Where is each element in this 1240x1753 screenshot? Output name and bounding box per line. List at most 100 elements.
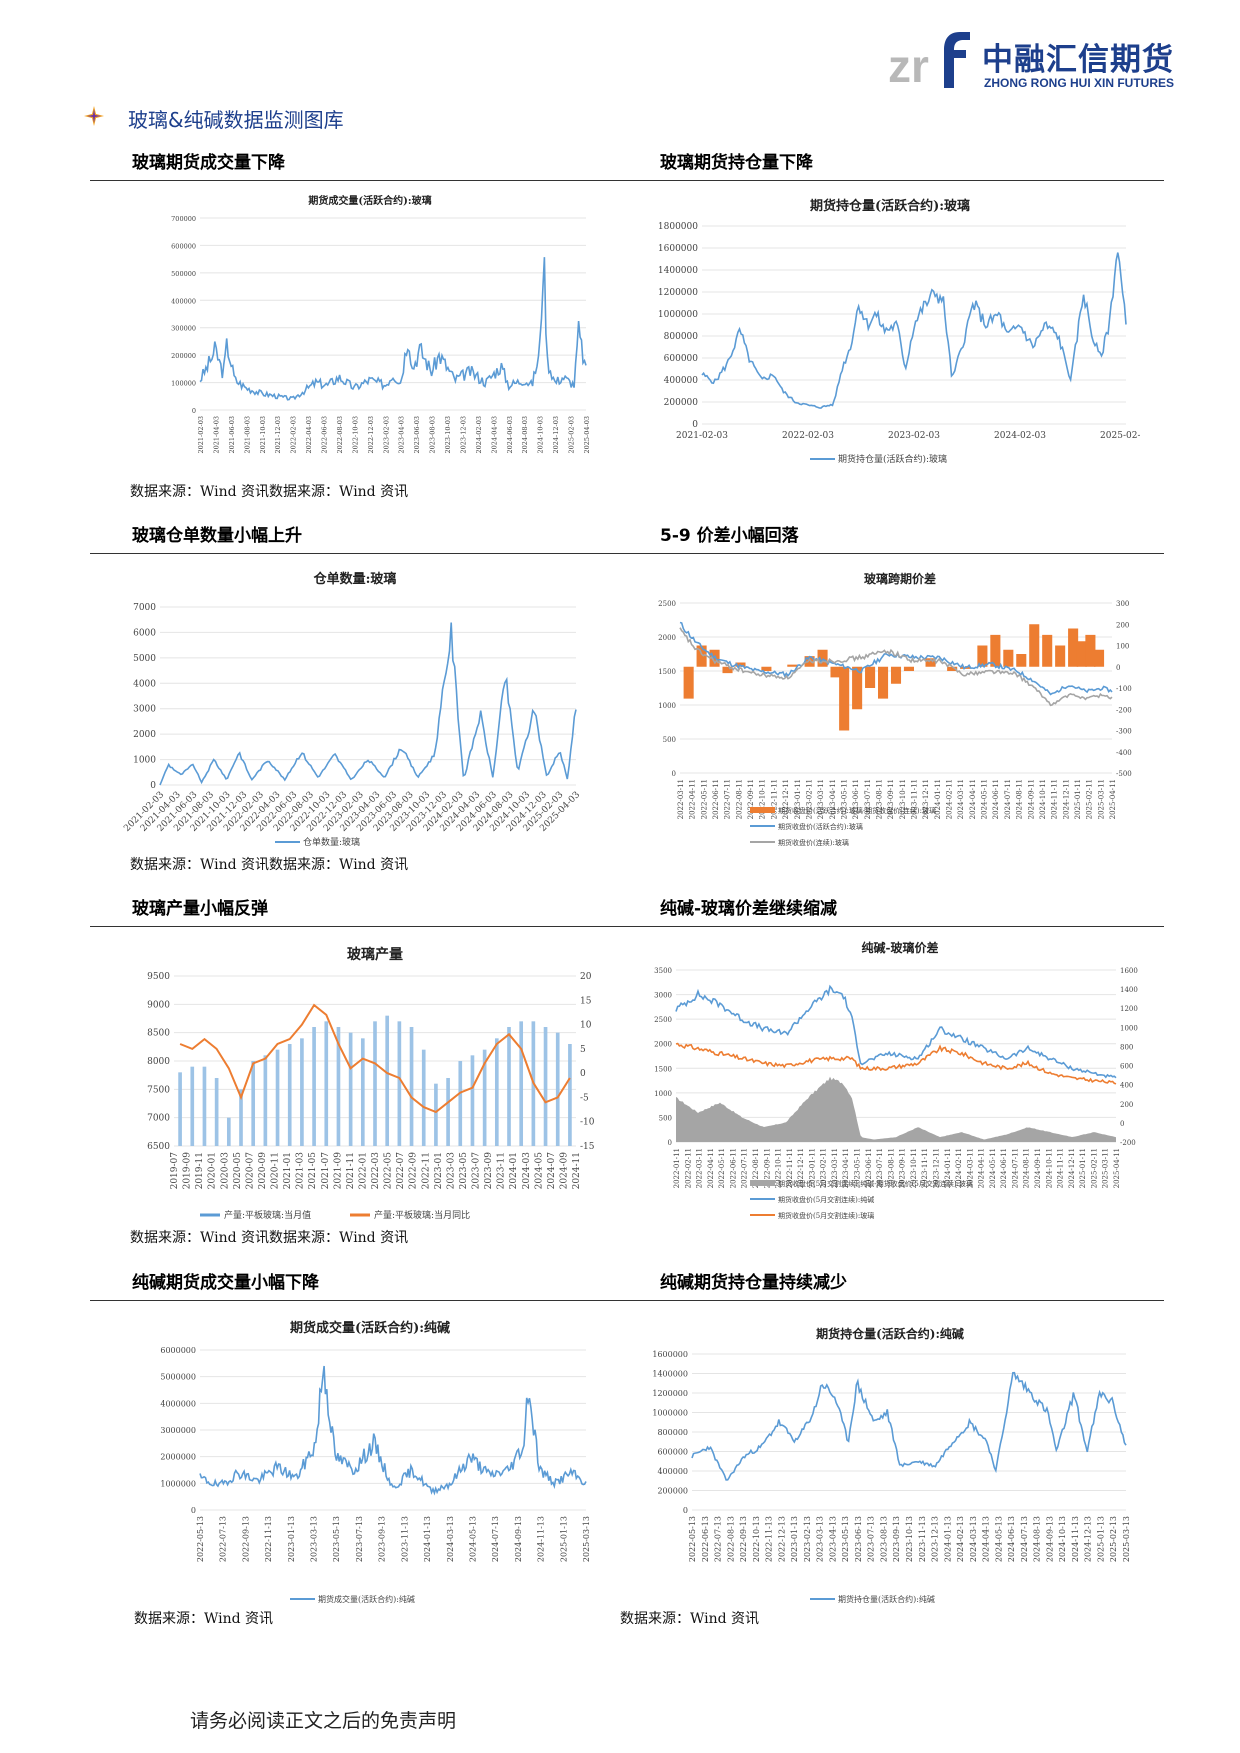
x-tick-label: 2025-02-03 — [568, 416, 576, 453]
bar — [324, 1021, 329, 1146]
x-tick-label: 2023-03-11 — [817, 779, 825, 819]
series-line — [675, 1042, 1117, 1085]
bar — [804, 656, 815, 667]
x-tick-label: 2024-07-13 — [1020, 1516, 1029, 1562]
chart-glass-output: 玻璃产量 6500 7000 7500 8000 8500 9000 9500 -15 -10 -5… — [130, 936, 620, 1226]
y-tick-label: 9500 — [147, 972, 170, 982]
y-tick-label: 0 — [192, 407, 196, 415]
bar — [817, 649, 828, 667]
x-tick-label: 2019-07 — [170, 1152, 180, 1190]
y-tick-label: 200000 — [171, 352, 196, 360]
x-tick-label: 2025-04-11 — [1109, 779, 1117, 819]
x-tick-label: 2023-01-11 — [808, 1148, 816, 1188]
bar — [275, 1049, 280, 1146]
section-divider — [90, 180, 1164, 181]
x-tick-label: 2021-01 — [283, 1152, 293, 1189]
x-tick-label: 2023-08-11 — [887, 1148, 895, 1188]
bar — [178, 1072, 182, 1146]
x-tick-label: 2020-05 — [233, 1152, 243, 1190]
x-tick-label: 2024-07-11 — [1011, 1148, 1019, 1188]
bar — [1068, 628, 1079, 667]
y-tick-label: 0 — [672, 770, 676, 778]
x-tick-label: 2022-06-11 — [712, 779, 720, 819]
x-tick-label: 2024-01 — [509, 1152, 519, 1189]
x-tick-label: 2025-02-03 — [1100, 431, 1140, 441]
x-tick-label: 2021-02-03 — [197, 416, 205, 453]
y-tick-label: 3000 — [654, 992, 672, 1000]
x-tick-label: 2024-05-11 — [989, 1148, 997, 1188]
x-tick-label: 2024-02-03 — [475, 416, 483, 453]
x-tick-label: 2023-02-11 — [805, 779, 813, 819]
x-tick-label: 2023-07-13 — [867, 1516, 876, 1562]
y2-tick-label: -500 — [1116, 770, 1132, 778]
bar — [990, 634, 1001, 667]
x-tick-label: 2024-05 — [534, 1152, 544, 1190]
bar — [839, 666, 850, 731]
company-logo: zr 中融汇信期货 ZHONG RONG HUI XIN FUTURES — [888, 28, 1174, 92]
bar — [494, 1038, 499, 1146]
x-tick-label: 2023-05-13 — [332, 1516, 341, 1562]
chart-glass-warrants: 仓单数量:玻璃 0 1000 2000 3000 4000 5000 6000 7000 2021… — [120, 563, 590, 853]
x-tick-label: 2023-04-11 — [842, 1148, 850, 1188]
y-tick-label: 2500 — [654, 1016, 672, 1024]
legend-label: 仓单数量:玻璃 — [303, 836, 360, 848]
x-tick-label: 2022-11-11 — [786, 1148, 794, 1188]
y2-tick-label: 0 — [1116, 664, 1120, 672]
y-tick-label: 2500 — [658, 600, 676, 608]
x-tick-label: 2024-06-13 — [1007, 1516, 1016, 1562]
y-tick-label: 8500 — [147, 1029, 170, 1039]
x-tick-label: 2020-03 — [220, 1152, 230, 1190]
y2-tick-label: 600 — [1120, 1063, 1133, 1071]
section-title-soda-open-interest: 纯碱期货持仓量持续减少 — [660, 1273, 847, 1293]
bar — [543, 1027, 548, 1146]
legend-label: 期货收盘价(5月交割连续):纯碱-期货收盘价(5月交割连续):玻璃 — [778, 1179, 973, 1188]
x-tick-label: 2023-12-13 — [931, 1516, 940, 1562]
x-tick-label: 2023-05 — [459, 1152, 469, 1190]
chart-glass-open-interest: 期货持仓量(活跃合约):玻璃 0 200000 400000 600000 800000 1… — [640, 190, 1140, 470]
chart-title: 纯碱-玻璃价差 — [862, 940, 939, 955]
x-tick-label: 2022-09-11 — [747, 779, 755, 819]
x-tick-label: 2022-12-03 — [367, 416, 375, 453]
x-tick-label: 2022-05-11 — [718, 1148, 726, 1188]
chart-title: 期货成交量(活跃合约):玻璃 — [308, 194, 431, 207]
x-tick-label: 2025-03-13 — [1122, 1516, 1131, 1562]
x-tick-label: 2022-08-03 — [336, 416, 344, 453]
x-tick-label: 2023-09-13 — [378, 1516, 387, 1562]
x-tick-label: 2023-02-03 — [382, 416, 390, 453]
x-tick-label: 2021-07 — [321, 1152, 331, 1190]
data-source-row4-left: 数据来源：Wind 资讯 — [134, 1611, 274, 1627]
bar — [397, 1021, 402, 1146]
x-tick-label: 2022-03-11 — [696, 1148, 704, 1188]
soda-oi-svg: 期货持仓量(活跃合约):纯碱 0 200000 400000 600000 800000 1… — [652, 1326, 1131, 1604]
x-tick-label: 2023-04-13 — [828, 1516, 837, 1562]
x-tick-label: 2025-02-11 — [1086, 779, 1094, 819]
glass-output-svg: 玻璃产量 6500 7000 7500 8000 8500 9000 9500 -15 -10 -5… — [147, 946, 595, 1221]
y-tick-label: 6000 — [133, 628, 156, 638]
bar — [1016, 654, 1027, 667]
x-tick-label: 2020-01 — [208, 1152, 218, 1189]
section-title-5-9-spread: 5-9 价差小幅回落 — [660, 526, 799, 546]
x-tick-label: 2024-02-03 — [994, 431, 1046, 441]
x-tick-label: 2025-04-03 — [583, 416, 591, 453]
x-tick-label: 2023-05-11 — [854, 1148, 862, 1188]
legend-label: 产量:平板玻璃:当月同比 — [374, 1209, 470, 1221]
x-tick-label: 2023-03-13 — [816, 1516, 825, 1562]
data-source-row2: 数据来源：Wind 资讯数据来源：Wind 资讯 — [130, 857, 409, 873]
x-tick-label: 2022-05-13 — [196, 1516, 205, 1562]
section-divider — [90, 1300, 1164, 1301]
y-tick-label: 4000 — [133, 679, 156, 689]
logo-chinese-name: 中融汇信期货 — [982, 42, 1174, 78]
y-tick-label: 3000 — [133, 705, 156, 715]
bullet-star-icon — [84, 106, 104, 126]
bar — [519, 1021, 524, 1146]
legend-label: 期货收盘价(活跃合约):玻璃-期货收盘价(连续):玻璃 — [778, 806, 936, 815]
x-tick-label: 2024-07-11 — [1004, 779, 1012, 819]
x-tick-label: 2020-09 — [258, 1152, 268, 1190]
y2-tick-label: -100 — [1116, 685, 1132, 693]
y-tick-label: 500 — [659, 1114, 672, 1122]
x-tick-label: 2024-02-11 — [955, 1148, 963, 1188]
y-tick-label: 800000 — [657, 1428, 688, 1437]
x-tick-label: 2025-03-11 — [1097, 779, 1105, 819]
x-tick-label: 2024-01-11 — [934, 779, 942, 819]
x-tick-label: 2022-09 — [409, 1152, 419, 1190]
